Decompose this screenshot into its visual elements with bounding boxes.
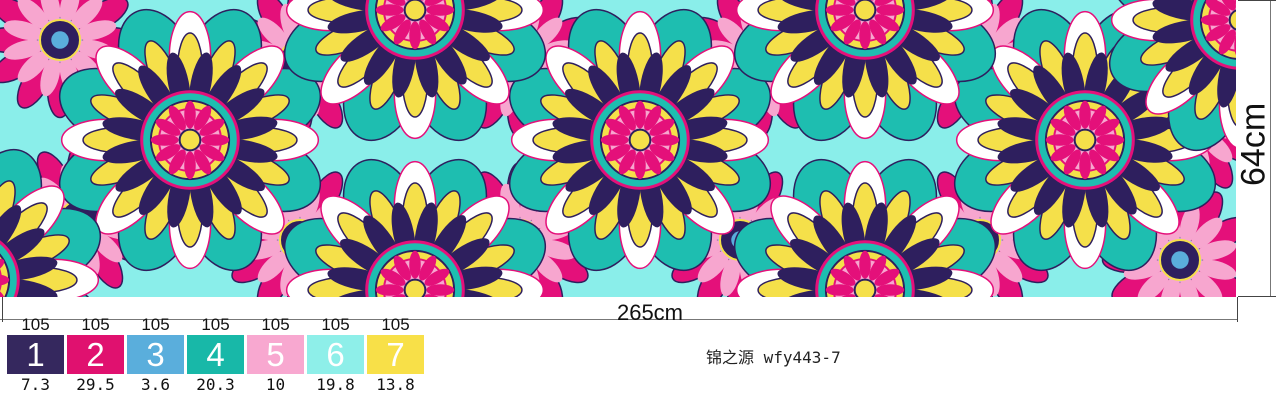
swatch-percentage: 7.3 — [21, 375, 50, 394]
width-tick-right — [1237, 297, 1238, 322]
swatch-6: 105 6 19.8 — [307, 316, 364, 402]
swatch-percentage: 13.8 — [376, 375, 415, 394]
swatch-4: 105 4 20.3 — [187, 316, 244, 402]
color-palette: 105 1 7.3 105 2 29.5 105 3 3.6 105 4 20.… — [7, 316, 427, 402]
fabric-pattern-image — [0, 0, 1236, 297]
width-tick-left — [2, 297, 3, 322]
swatch-percentage: 10 — [265, 375, 286, 394]
swatch-color-box: 5 — [247, 335, 304, 374]
height-label: 64cm — [1234, 102, 1273, 186]
product-caption: 锦之源 wfy443-7 — [706, 348, 841, 367]
width-dimension-line — [0, 319, 1238, 320]
swatch-top-value: 105 — [21, 315, 50, 334]
swatch-5: 105 5 10 — [247, 316, 304, 402]
swatch-percentage: 20.3 — [196, 375, 235, 394]
swatch-color-box: 4 — [187, 335, 244, 374]
swatch-3: 105 3 3.6 — [127, 316, 184, 402]
swatch-top-value: 105 — [141, 315, 170, 334]
swatch-top-value: 105 — [201, 315, 230, 334]
swatch-color-box: 7 — [367, 335, 424, 374]
swatch-top-value: 105 — [321, 315, 350, 334]
mandala-pattern-svg — [0, 0, 1236, 297]
swatch-2: 105 2 29.5 — [67, 316, 124, 402]
swatch-color-box: 2 — [67, 335, 124, 374]
height-dimension-line — [1270, 0, 1271, 297]
swatch-percentage: 3.6 — [141, 375, 170, 394]
swatch-1: 105 1 7.3 — [7, 316, 64, 402]
height-tick-top — [1238, 0, 1276, 1]
swatch-percentage: 19.8 — [316, 375, 355, 394]
swatch-color-box: 6 — [307, 335, 364, 374]
width-label: 265cm — [616, 300, 684, 325]
swatch-color-box: 1 — [7, 335, 64, 374]
swatch-top-value: 105 — [381, 315, 410, 334]
height-tick-bottom — [1238, 296, 1276, 297]
swatch-7: 105 7 13.8 — [367, 316, 424, 402]
swatch-top-value: 105 — [81, 315, 110, 334]
swatch-color-box: 3 — [127, 335, 184, 374]
swatch-percentage: 29.5 — [76, 375, 115, 394]
swatch-top-value: 105 — [261, 315, 290, 334]
